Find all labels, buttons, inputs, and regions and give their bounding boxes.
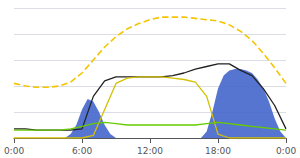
svg-text:6:00: 6:00	[72, 146, 92, 156]
svg-text:0:00: 0:00	[4, 146, 24, 156]
svg-text:18:00: 18:00	[205, 146, 231, 156]
svg-text:0:00: 0:00	[276, 146, 296, 156]
svg-text:12:00: 12:00	[137, 146, 163, 156]
